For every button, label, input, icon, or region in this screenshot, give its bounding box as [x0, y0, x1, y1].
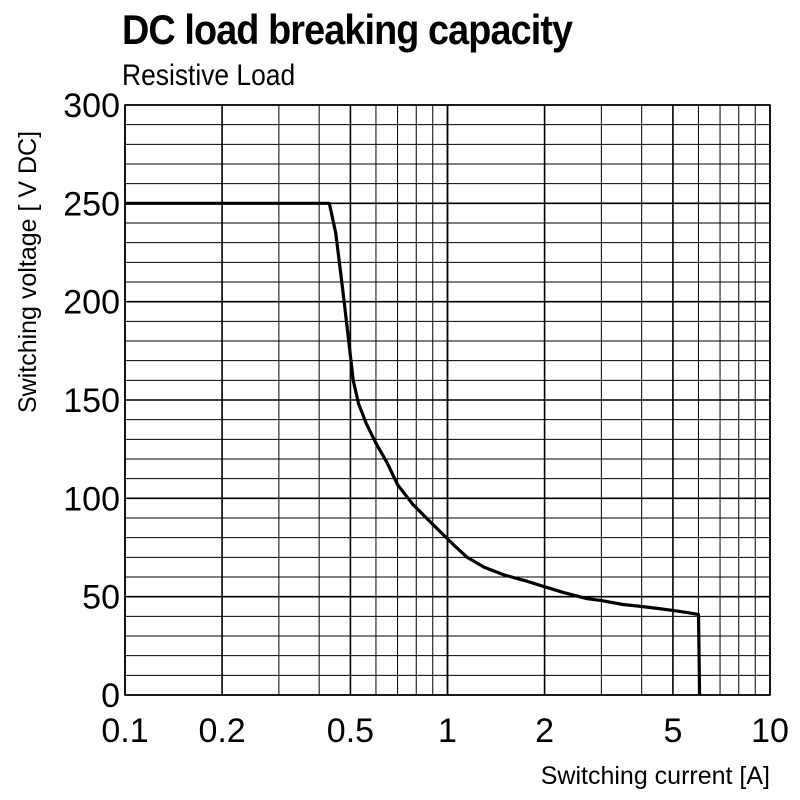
x-tick-label: 0.1 [101, 712, 148, 750]
x-axis-label: Switching current [A] [541, 762, 770, 790]
x-tick-label: 0.5 [327, 712, 374, 750]
y-tick-label: 0 [101, 677, 120, 715]
x-tick-label: 2 [535, 712, 554, 750]
x-tick-label: 1 [438, 712, 457, 750]
series-line-0 [125, 201, 702, 696]
x-tick-label: 0.2 [198, 712, 245, 750]
y-tick-label: 150 [63, 382, 120, 420]
series-layer [125, 201, 702, 696]
y-tick-label: 50 [82, 579, 120, 617]
chart-title: DC load breaking capacity [122, 6, 573, 53]
x-tick-labels: 0.1 0.2 0.5 1 2 5 10 [101, 712, 789, 750]
plot-frame [124, 104, 771, 696]
y-tick-label: 300 [63, 87, 120, 125]
chart-subtitle: Resistive Load [122, 59, 296, 92]
grid [124, 104, 771, 696]
y-tick-labels: 0 50 100 150 200 250 300 [63, 87, 120, 715]
y-tick-label: 100 [63, 480, 120, 518]
y-tick-label: 200 [63, 284, 120, 322]
x-tick-label: 10 [751, 712, 789, 750]
y-tick-label: 250 [63, 185, 120, 223]
y-axis-label: Switching voltage [ V DC] [14, 131, 42, 413]
x-tick-label: 5 [663, 712, 682, 750]
